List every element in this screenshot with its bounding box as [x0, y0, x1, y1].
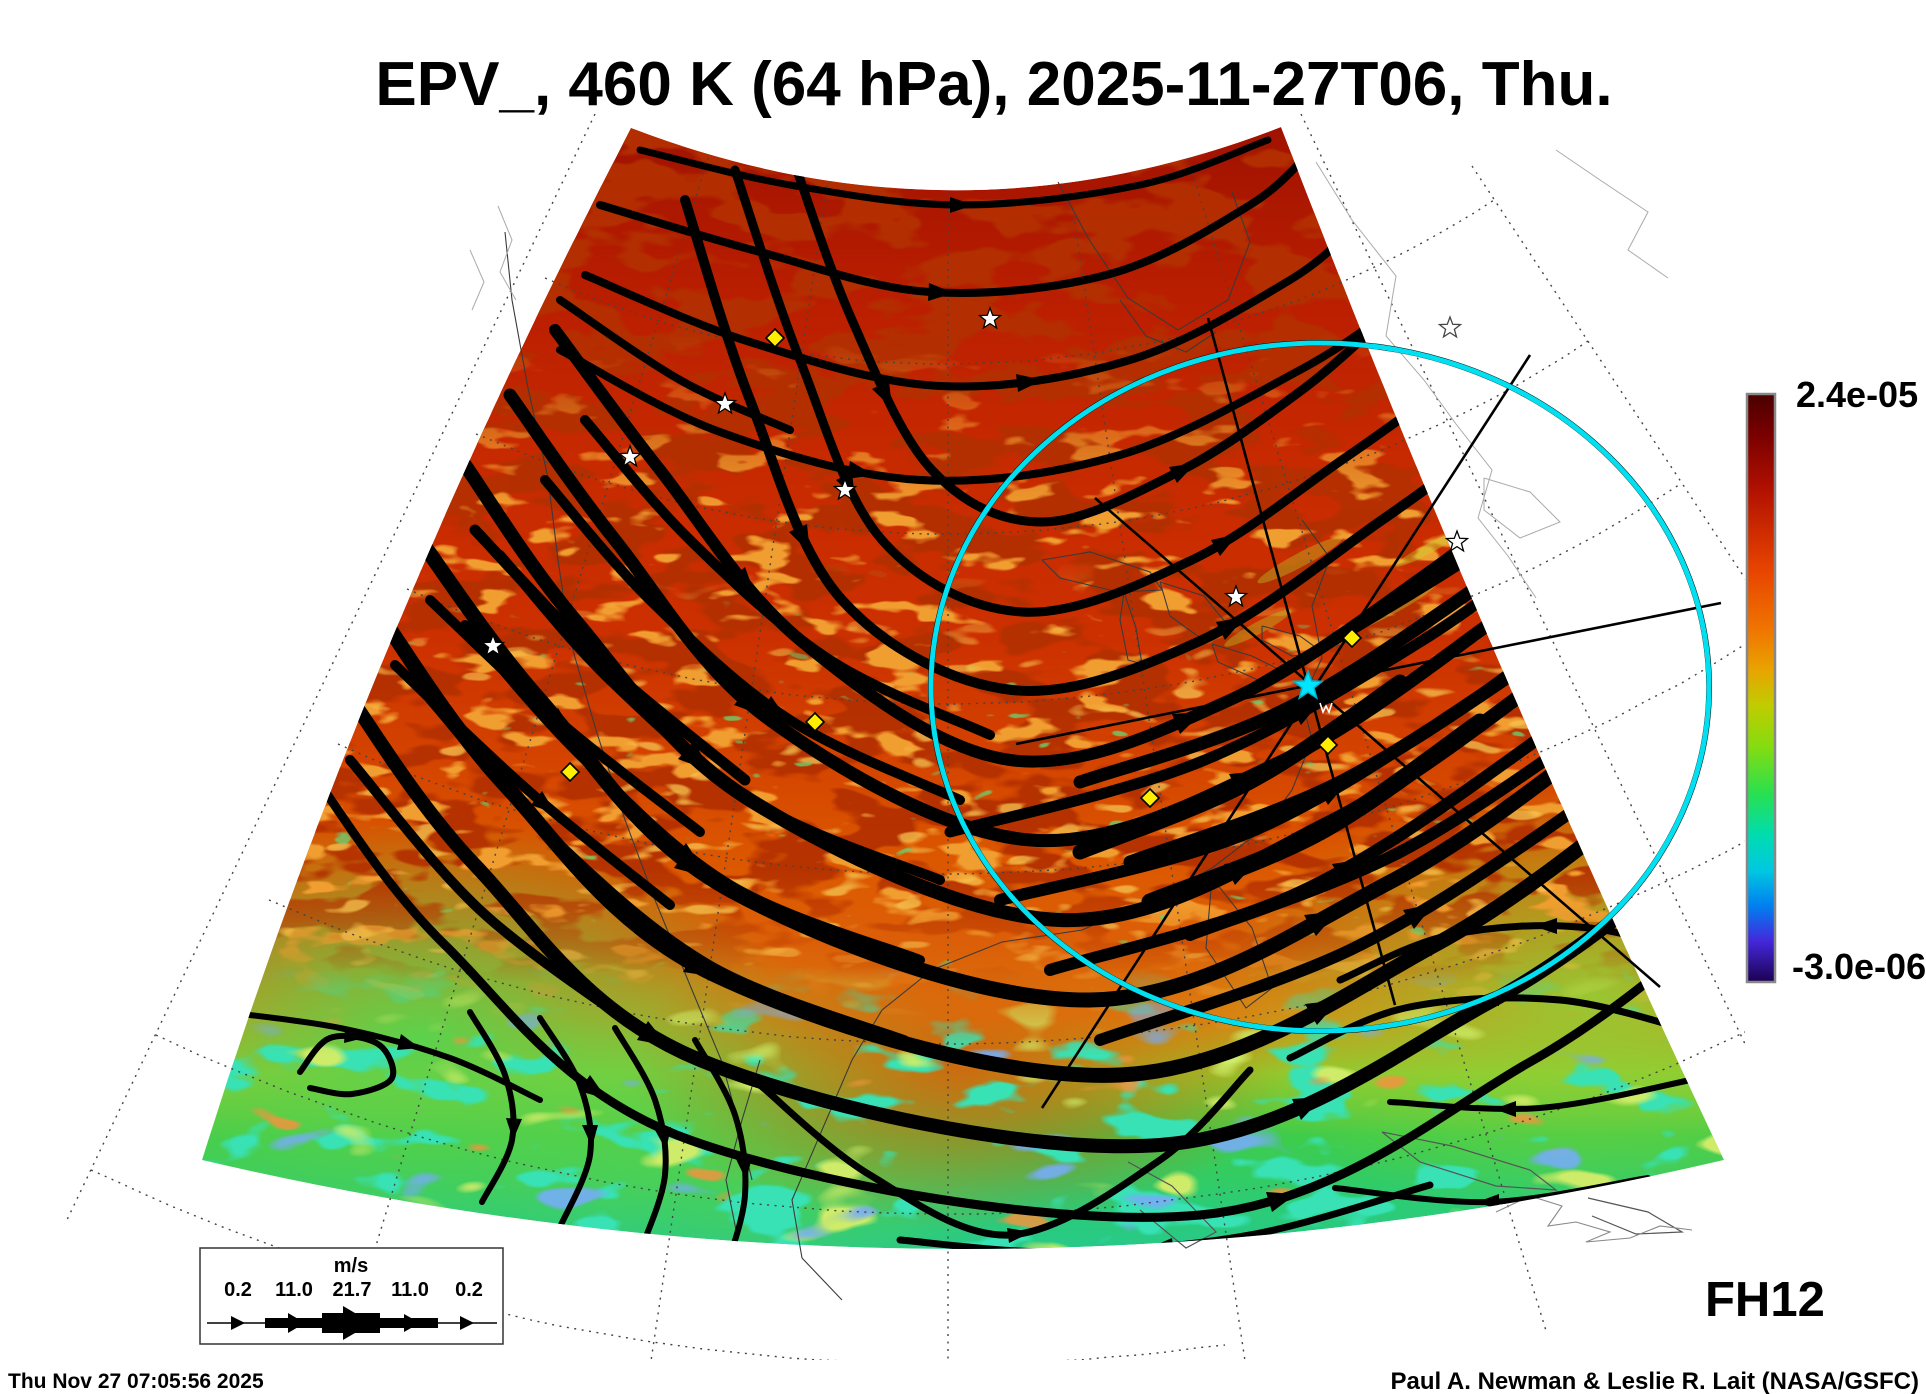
svg-text:0.2: 0.2 — [224, 1279, 252, 1301]
svg-text:Paul A. Newman & Leslie R. Lai: Paul A. Newman & Leslie R. Lait (NASA/GS… — [1390, 1368, 1919, 1394]
svg-text:-3.0e-06: -3.0e-06 — [1792, 946, 1926, 987]
svg-text:Thu Nov 27 07:05:56 2025: Thu Nov 27 07:05:56 2025 — [8, 1370, 264, 1393]
svg-text:EPV_, 460 K (64 hPa), 2025-11-: EPV_, 460 K (64 hPa), 2025-11-27T06, Thu… — [375, 50, 1612, 119]
svg-text:m/s: m/s — [334, 1255, 368, 1277]
svg-text:11.0: 11.0 — [391, 1279, 429, 1301]
svg-text:FH12: FH12 — [1705, 1273, 1825, 1327]
svg-text:0.2: 0.2 — [455, 1279, 483, 1301]
svg-text:2.4e-05: 2.4e-05 — [1796, 374, 1918, 415]
svg-text:11.0: 11.0 — [275, 1279, 313, 1301]
svg-text:21.7: 21.7 — [333, 1279, 372, 1301]
